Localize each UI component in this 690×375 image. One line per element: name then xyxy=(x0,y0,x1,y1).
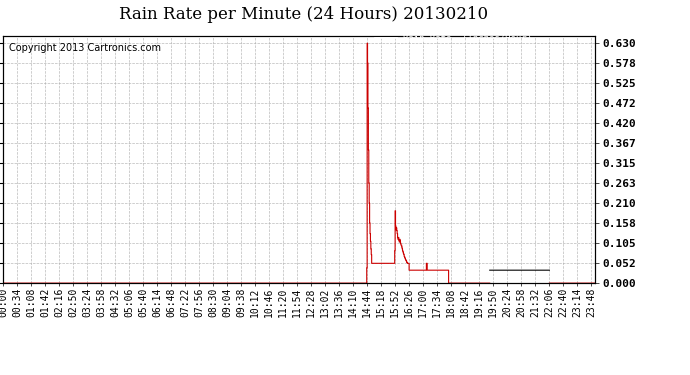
Text: Rain Rate per Minute (24 Hours) 20130210: Rain Rate per Minute (24 Hours) 20130210 xyxy=(119,6,488,22)
Text: Rain Rate  (Inches/Hour): Rain Rate (Inches/Hour) xyxy=(404,34,533,43)
Text: Copyright 2013 Cartronics.com: Copyright 2013 Cartronics.com xyxy=(10,43,161,53)
